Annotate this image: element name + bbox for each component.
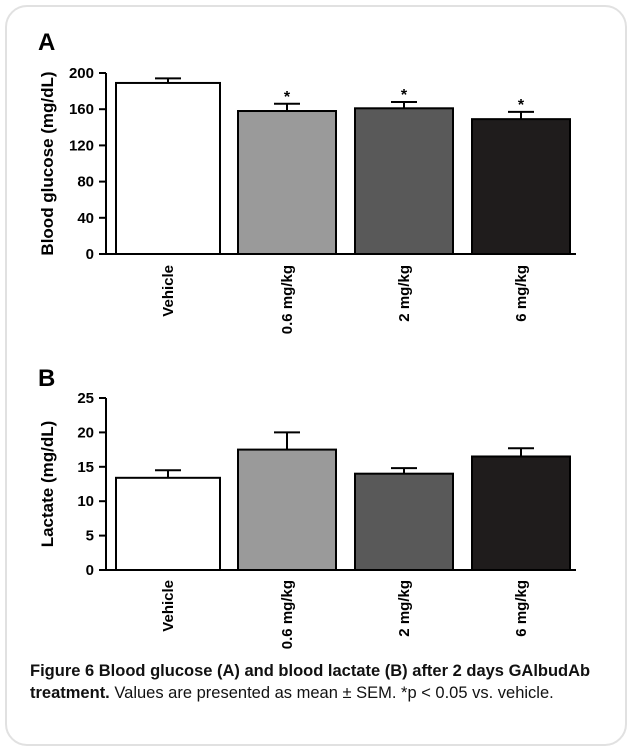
category-label: Vehicle [160,580,177,632]
bar-1 [115,81,221,255]
y-tick-label: 160 [69,101,94,118]
y-tick-label: 5 [86,528,94,545]
panel-letter-b: B [38,365,55,392]
category-label: 0.6 mg/kg [279,265,296,334]
figure-caption: Figure 6 Blood glucose (A) and blood lac… [30,660,610,704]
bar-1 [115,476,221,572]
y-tick-label: 200 [69,65,94,82]
bar-2 [237,448,337,572]
chart-a-blood-glucose: 0 40 80 120 160 200 Blood glucose (mg/dL) Vehic… [38,65,576,334]
y-tick-label: 0 [86,246,94,263]
y-tick-label: 0 [86,562,94,579]
bar-4 [471,455,571,572]
category-label: 6 mg/kg [513,580,530,637]
significance-marker: * [284,89,291,106]
category-label: 2 mg/kg [396,265,413,322]
significance-marker: * [401,87,408,104]
bar-3 [354,107,454,255]
category-label: Vehicle [160,265,177,317]
bar-2 [237,110,337,256]
y-tick-label: 25 [77,390,94,407]
y-tick-label: 80 [77,174,94,191]
y-axis-label: Lactate (mg/dL) [38,421,57,548]
bar-3 [354,472,454,571]
y-tick-label: 10 [77,493,94,510]
category-label: 6 mg/kg [513,265,530,322]
significance-marker: * [518,97,525,114]
panel-letter-a: A [38,29,55,56]
category-label: 0.6 mg/kg [279,580,296,649]
figure-frame [5,5,627,746]
y-tick-label: 15 [77,459,94,476]
category-label: 2 mg/kg [396,580,413,637]
bar-4 [471,118,571,255]
y-axis-label: Blood glucose (mg/dL) [38,71,57,255]
y-tick-label: 20 [77,424,94,441]
chart-b-lactate: 0 5 10 15 20 25 Lactate (mg/dL) Vehicle 0.6 mg/k… [38,390,576,649]
y-tick-label: 120 [69,137,94,154]
caption-title: Figure 6 Blood glucose (A) and blood lac… [30,662,591,702]
caption-body: Values are presented as mean ± SEM. *p <… [114,684,554,702]
y-tick-label: 40 [77,210,94,227]
